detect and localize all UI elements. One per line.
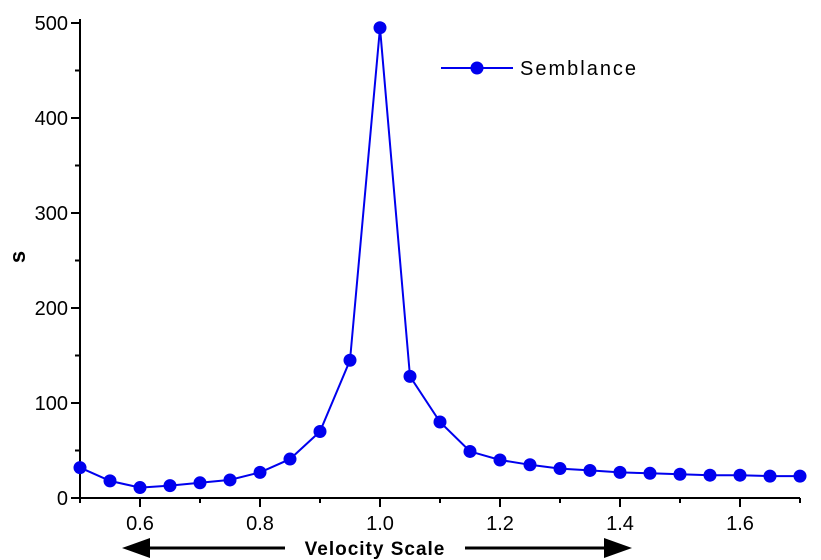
data-point <box>613 465 627 479</box>
x-ticks: 0.6 0.8 1.0 1.2 1.4 1.6 <box>79 498 801 535</box>
y-tick-label: 300 <box>35 203 68 225</box>
data-point <box>253 465 267 479</box>
series-layer <box>73 21 807 495</box>
y-tick-label: 200 <box>35 298 68 320</box>
data-point <box>553 462 567 476</box>
data-point <box>703 468 717 482</box>
y-tick-label: 500 <box>35 13 68 35</box>
data-point <box>793 469 807 483</box>
data-point <box>763 469 777 483</box>
data-point <box>583 463 597 477</box>
data-point <box>403 369 417 383</box>
data-point <box>163 479 177 493</box>
x-tick-label: 1.6 <box>726 513 754 535</box>
data-point <box>373 21 387 35</box>
data-point <box>433 415 447 429</box>
data-point <box>733 468 747 482</box>
data-point <box>643 466 657 480</box>
right-arrowhead <box>604 538 632 558</box>
data-point <box>523 458 537 472</box>
data-point <box>223 473 237 487</box>
data-point <box>193 476 207 490</box>
left-arrowhead <box>122 538 150 558</box>
y-tick-label: 0 <box>57 488 68 510</box>
x-axis-title: Velocity Scale <box>305 539 446 560</box>
legend-marker <box>470 61 484 75</box>
data-point <box>313 425 327 438</box>
data-point <box>103 474 117 488</box>
x-tick-label: 0.6 <box>126 513 154 535</box>
y-ticks: 0 100 200 300 400 500 <box>35 13 80 510</box>
y-tick-label: 400 <box>35 108 68 130</box>
data-point <box>493 453 507 467</box>
x-axis-title-group: Velocity Scale <box>122 538 632 560</box>
x-tick-label: 0.8 <box>246 513 274 535</box>
x-tick-label: 1.4 <box>606 513 634 535</box>
data-point <box>673 467 687 481</box>
x-tick-label: 1.2 <box>486 513 514 535</box>
data-point <box>73 461 87 475</box>
y-tick-label: 100 <box>35 393 68 415</box>
legend-label: Semblance <box>520 58 638 80</box>
data-point <box>283 452 297 466</box>
x-tick-label: 1.0 <box>366 513 394 535</box>
legend: Semblance <box>441 58 638 80</box>
data-point <box>343 353 357 367</box>
data-point <box>133 481 147 495</box>
y-axis-title: s <box>5 251 30 263</box>
data-point <box>463 444 477 458</box>
